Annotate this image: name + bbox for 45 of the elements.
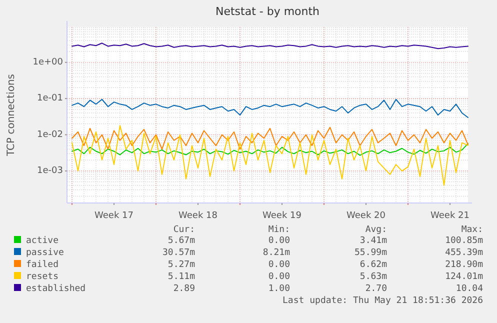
text: 5.11m [168, 272, 195, 282]
legend-label: passive [26, 248, 64, 258]
text: 2.89 [173, 284, 195, 294]
text: 1.00 [268, 284, 290, 294]
text: 6.62m [360, 260, 387, 270]
text: 10.04 [456, 284, 483, 294]
y-tick-label: 1e-03 [37, 166, 63, 176]
text: 5.67m [168, 236, 195, 246]
legend-label: resets [26, 272, 59, 282]
text: Min: [268, 225, 290, 235]
y-tick-label: 1e-02 [37, 130, 63, 140]
text: 2.70 [365, 284, 387, 294]
x-tick-label: Week 21 [430, 211, 470, 221]
text: 55.99m [354, 248, 387, 258]
legend-label: established [26, 284, 86, 294]
line-series [72, 98, 468, 118]
y-tick-label: 1e-01 [37, 94, 63, 104]
y-axis-title: TCP connections [6, 74, 17, 158]
x-tick-label: Week 17 [94, 211, 134, 221]
text: 3.41m [360, 236, 387, 246]
text: Avg: [365, 225, 387, 235]
text: 30.57m [162, 248, 195, 258]
text: 8.21m [262, 248, 290, 258]
line-series [72, 125, 468, 186]
text: 0.00 [268, 272, 290, 282]
text: Max: [461, 225, 483, 235]
x-tick-label: Week 19 [262, 211, 302, 221]
text: Cur: [173, 225, 195, 235]
text: 100.85m [445, 236, 483, 246]
text: 5.27m [168, 260, 195, 270]
x-tick-label: Week 18 [178, 211, 218, 221]
text: 0.00 [268, 260, 290, 270]
chart-title: Netstat - by month [215, 5, 320, 18]
line-series [72, 143, 468, 156]
line-series [72, 126, 468, 150]
text: 455.39m [445, 248, 483, 258]
x-tick-label: Week 20 [346, 211, 386, 221]
legend-label: failed [26, 260, 59, 270]
text: Last update: Thu May 21 18:51:36 2026 [282, 296, 483, 306]
legend-label: active [26, 236, 59, 246]
text: 0.00 [268, 236, 290, 246]
y-tick-label: 1e+00 [32, 57, 64, 68]
text: 124.01m [445, 272, 483, 282]
text: 5.63m [360, 272, 387, 282]
text: 218.90m [445, 260, 483, 270]
